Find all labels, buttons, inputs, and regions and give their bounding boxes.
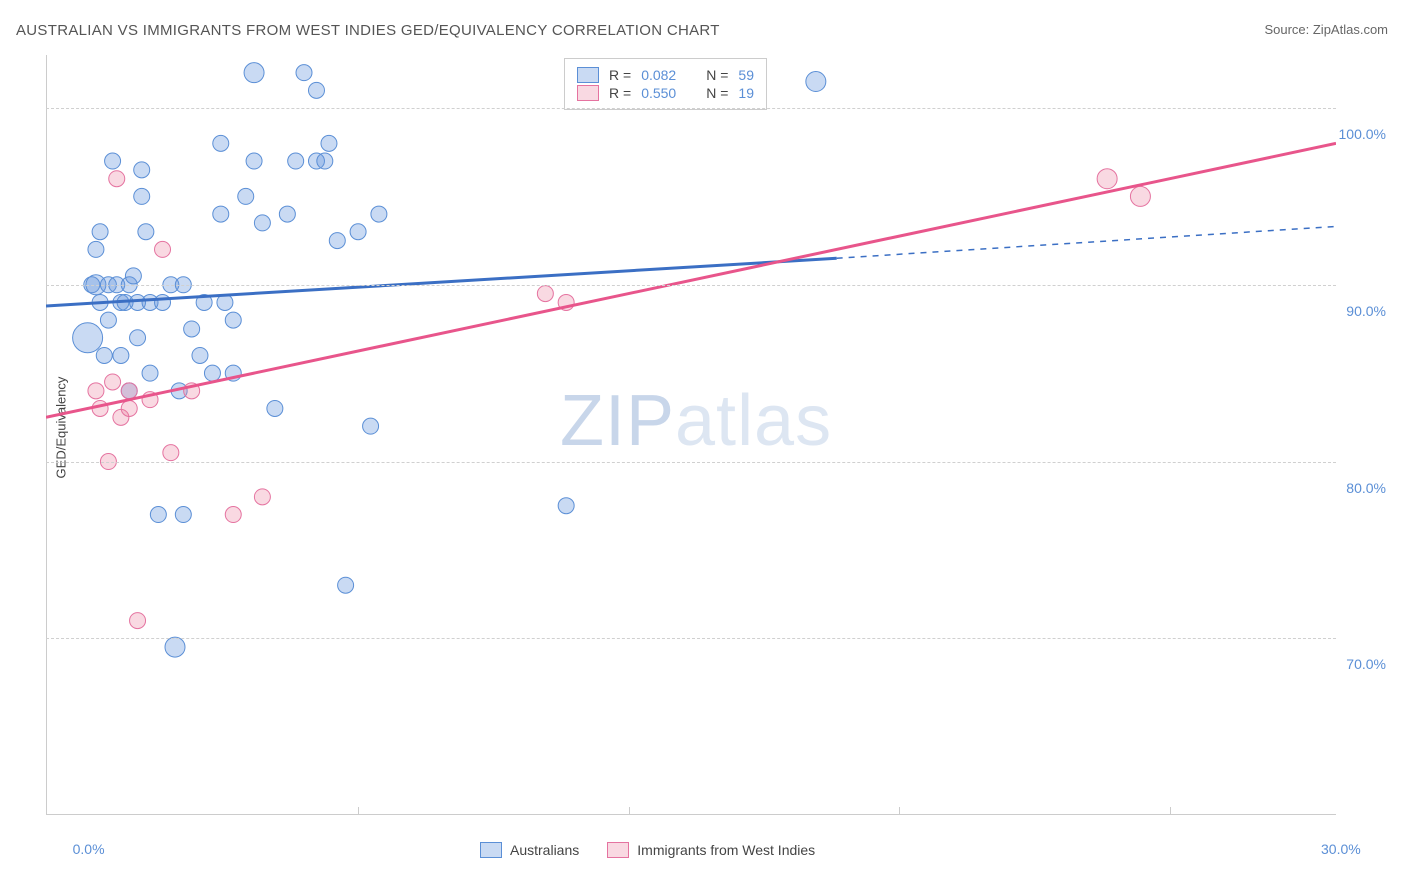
gridline xyxy=(46,108,1336,109)
gridline xyxy=(46,462,1336,463)
data-point xyxy=(338,577,354,593)
x-tick xyxy=(899,807,900,815)
x-tick-label: 30.0% xyxy=(1321,841,1361,857)
chart-title: AUSTRALIAN VS IMMIGRANTS FROM WEST INDIE… xyxy=(16,22,720,39)
data-point xyxy=(175,507,191,523)
data-point xyxy=(204,365,220,381)
trend-line xyxy=(837,226,1336,258)
data-point xyxy=(142,365,158,381)
data-point xyxy=(165,637,185,657)
data-point xyxy=(155,241,171,257)
data-point xyxy=(163,445,179,461)
data-point xyxy=(121,383,137,399)
data-point xyxy=(308,82,324,98)
data-point xyxy=(350,224,366,240)
swatch-s1-bottom xyxy=(480,842,502,858)
data-point xyxy=(317,153,333,169)
gridline xyxy=(46,638,1336,639)
data-point xyxy=(329,233,345,249)
data-point xyxy=(806,72,826,92)
chart-container: AUSTRALIAN VS IMMIGRANTS FROM WEST INDIE… xyxy=(0,0,1406,892)
data-point xyxy=(1097,169,1117,189)
data-point xyxy=(134,162,150,178)
data-point xyxy=(150,507,166,523)
data-point xyxy=(244,63,264,83)
x-tick xyxy=(629,807,630,815)
data-point xyxy=(130,613,146,629)
data-point xyxy=(105,153,121,169)
data-point xyxy=(125,268,141,284)
data-point xyxy=(213,135,229,151)
data-point xyxy=(279,206,295,222)
data-point xyxy=(105,374,121,390)
y-tick-label: 70.0% xyxy=(1346,656,1386,672)
data-point xyxy=(558,498,574,514)
y-tick-label: 80.0% xyxy=(1346,480,1386,496)
data-point xyxy=(134,188,150,204)
x-tick xyxy=(358,807,359,815)
data-point xyxy=(213,206,229,222)
data-point xyxy=(246,153,262,169)
data-point xyxy=(238,188,254,204)
data-point xyxy=(321,135,337,151)
swatch-s2-bottom xyxy=(607,842,629,858)
data-point xyxy=(371,206,387,222)
data-point xyxy=(130,330,146,346)
data-point xyxy=(225,312,241,328)
data-point xyxy=(88,241,104,257)
legend-row-s2: R = 0.550 N = 19 xyxy=(577,85,754,101)
data-point xyxy=(267,400,283,416)
y-tick-label: 90.0% xyxy=(1346,303,1386,319)
data-point xyxy=(537,286,553,302)
gridline xyxy=(46,285,1336,286)
data-point xyxy=(73,323,103,353)
data-point xyxy=(113,347,129,363)
data-point xyxy=(254,215,270,231)
source-label: Source: ZipAtlas.com xyxy=(1264,22,1388,37)
x-tick xyxy=(1170,807,1171,815)
data-point xyxy=(296,65,312,81)
data-point xyxy=(96,347,112,363)
data-point xyxy=(138,224,154,240)
swatch-s1 xyxy=(577,67,599,83)
legend-row-s1: R = 0.082 N = 59 xyxy=(577,67,754,83)
data-point xyxy=(288,153,304,169)
swatch-s2 xyxy=(577,85,599,101)
data-point xyxy=(88,383,104,399)
data-point xyxy=(109,171,125,187)
legend-item-s1: Australians xyxy=(480,842,579,858)
scatter-svg xyxy=(46,55,1336,815)
data-point xyxy=(1130,186,1150,206)
data-point xyxy=(92,224,108,240)
data-point xyxy=(155,294,171,310)
data-point xyxy=(225,507,241,523)
data-point xyxy=(121,400,137,416)
data-point xyxy=(363,418,379,434)
x-tick-label: 0.0% xyxy=(73,841,105,857)
correlation-legend: R = 0.082 N = 59 R = 0.550 N = 19 xyxy=(564,58,767,110)
trend-line xyxy=(46,143,1336,417)
data-point xyxy=(184,321,200,337)
data-point xyxy=(254,489,270,505)
series-legend: Australians Immigrants from West Indies xyxy=(480,842,815,858)
data-point xyxy=(192,347,208,363)
data-point xyxy=(100,312,116,328)
y-tick-label: 100.0% xyxy=(1339,126,1386,142)
legend-item-s2: Immigrants from West Indies xyxy=(607,842,815,858)
